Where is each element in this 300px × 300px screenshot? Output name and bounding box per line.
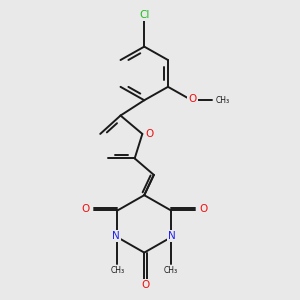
Text: O: O xyxy=(141,280,149,290)
Text: N: N xyxy=(168,231,176,241)
Text: CH₃: CH₃ xyxy=(164,266,178,275)
Text: CH₃: CH₃ xyxy=(215,96,230,105)
Text: O: O xyxy=(145,129,153,139)
Text: Cl: Cl xyxy=(139,10,149,20)
Text: O: O xyxy=(199,204,207,214)
Text: N: N xyxy=(112,231,120,241)
Text: O: O xyxy=(81,204,89,214)
Text: O: O xyxy=(188,94,196,104)
Text: CH₃: CH₃ xyxy=(110,266,124,275)
